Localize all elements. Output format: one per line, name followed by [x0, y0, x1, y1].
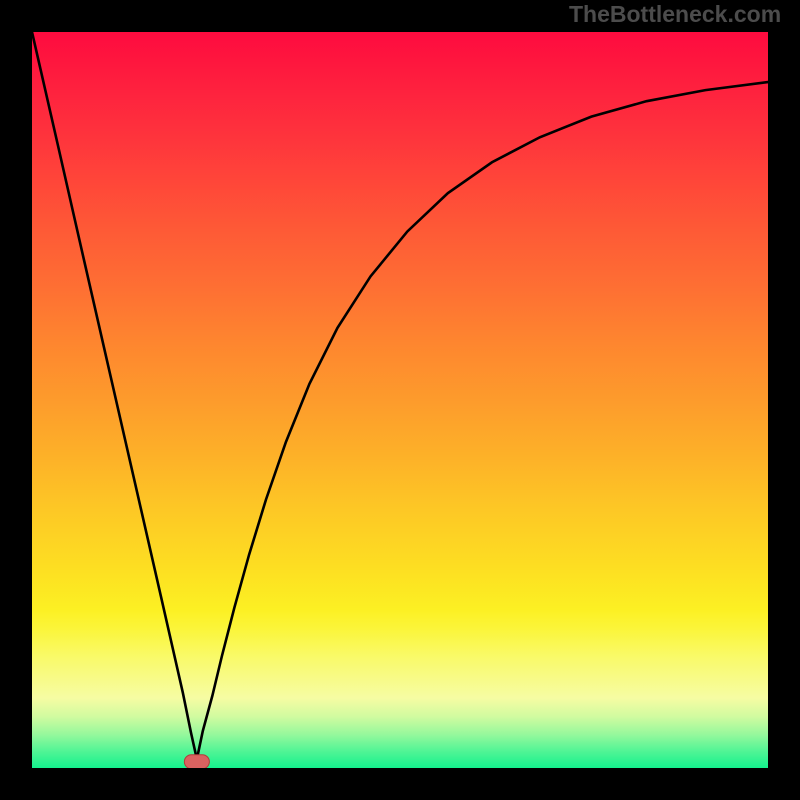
watermark-text: TheBottleneck.com — [569, 1, 781, 28]
plot-area — [32, 32, 768, 768]
gradient-background — [32, 32, 768, 768]
chart-container: TheBottleneck.com — [0, 0, 800, 800]
minimum-marker — [184, 755, 209, 768]
